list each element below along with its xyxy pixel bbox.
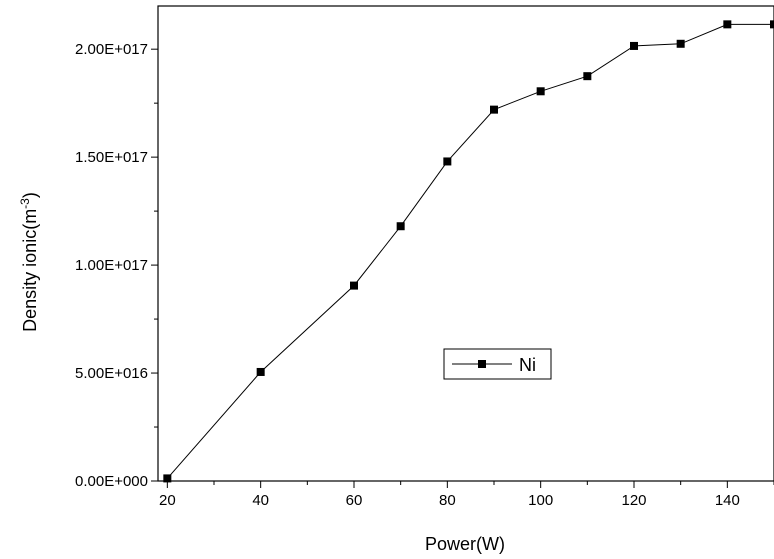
- series-layer: [163, 20, 774, 483]
- x-tick-label: 20: [159, 492, 176, 509]
- x-tick-label: 140: [715, 492, 740, 509]
- plot-frame: [157, 5, 774, 482]
- y-axis-title-sup: -3: [18, 198, 32, 209]
- legend: Ni: [443, 348, 552, 380]
- y-axis-title: Density ionic(m-3): [18, 192, 40, 332]
- x-tick-label: 100: [528, 492, 553, 509]
- y-tick-label: 2.00E+017: [75, 41, 148, 58]
- y-axis-title-main: Density ionic(m: [20, 209, 40, 332]
- x-tick-label: 80: [439, 492, 456, 509]
- data-point: [396, 222, 405, 231]
- data-point: [676, 39, 685, 48]
- legend-marker: [478, 360, 486, 368]
- data-point: [630, 41, 638, 50]
- tick-labels: 20 40 60 80 100 120 140 0.00E+000 5.00E+016 1.00E…: [75, 41, 740, 509]
- data-point: [443, 157, 452, 166]
- data-point: [583, 72, 592, 81]
- axis-ticks: [151, 48, 774, 488]
- data-point: [163, 474, 172, 483]
- data-point: [256, 367, 265, 376]
- x-tick-label: 40: [252, 492, 269, 509]
- y-tick-label: 0.00E+000: [75, 473, 148, 490]
- data-point: [536, 87, 545, 96]
- data-point: [723, 20, 732, 29]
- y-axis-title-close: ): [20, 192, 40, 198]
- y-tick-label: 1.00E+017: [75, 257, 148, 274]
- series-line-Ni: [166, 23, 774, 479]
- x-axis-title: Power(W): [425, 534, 505, 554]
- y-tick-label: 5.00E+016: [75, 365, 148, 382]
- y-tick-label: 1.50E+017: [75, 149, 148, 166]
- data-point: [490, 105, 498, 114]
- data-point: [350, 281, 358, 290]
- legend-label: Ni: [519, 355, 536, 375]
- x-tick-label: 60: [346, 492, 363, 509]
- x-tick-label: 120: [621, 492, 646, 509]
- data-point: [770, 20, 774, 29]
